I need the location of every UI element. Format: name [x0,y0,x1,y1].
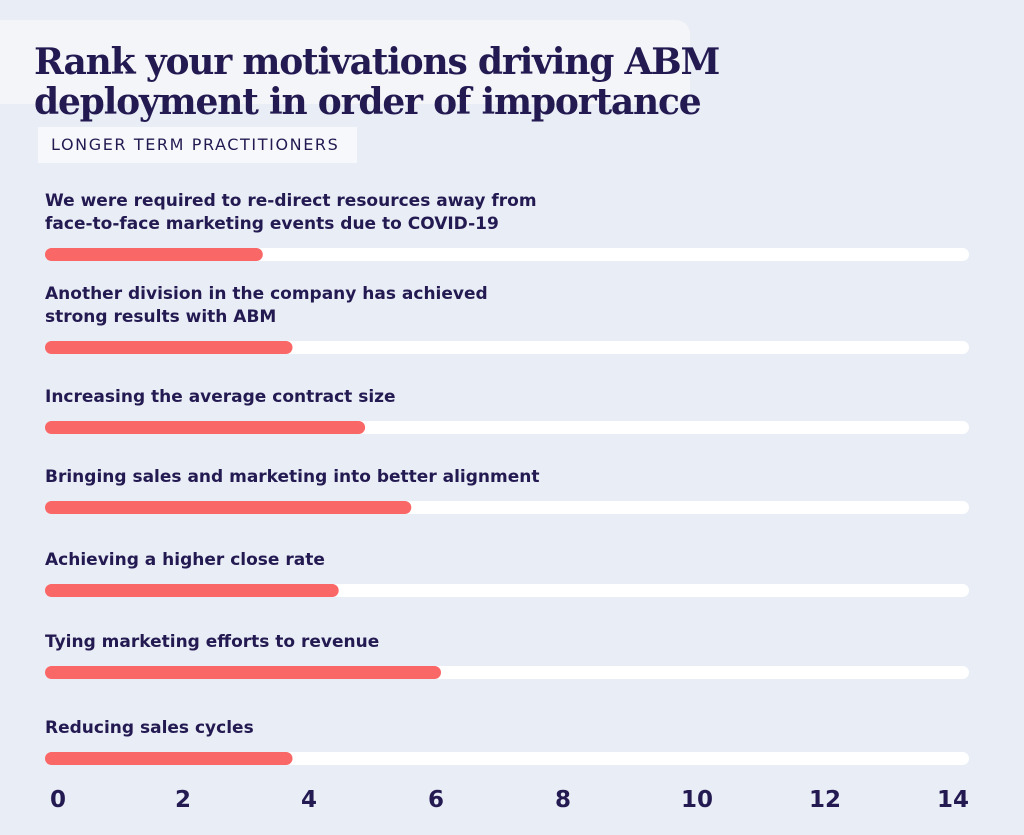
bar [45,421,366,434]
bar-track [45,248,969,261]
chart-title: Rank your motivations driving ABM deploy… [34,41,720,123]
x-tick-label: 14 [936,787,969,813]
category-label: Reducing sales cycles [45,717,254,740]
bar [45,584,339,597]
category-label-line: Another division in the company has achi… [45,284,488,304]
x-tick-label: 12 [808,787,841,813]
category-label-line: strong results with ABM [45,307,277,327]
chart-title-line-2: deployment in order of importance [34,81,702,123]
chart-title-line-1: Rank your motivations driving ABM [34,41,720,83]
x-tick-label: 6 [427,787,444,813]
category-label-line: Achieving a higher close rate [45,550,325,570]
x-tick-label: 4 [300,787,317,813]
category-label: Increasing the average contract size [45,386,396,409]
category-label-line: face-to-face marketing events due to COV… [45,214,499,234]
category-label-line: Reducing sales cycles [45,718,254,738]
x-tick-label: 2 [174,787,191,813]
x-tick-label: 0 [49,787,66,813]
category-label: Another division in the company has achi… [45,283,488,329]
category-label-line: Tying marketing efforts to revenue [45,632,380,652]
category-label: Tying marketing efforts to revenue [45,631,379,654]
category-label: We were required to re-direct resources … [45,190,537,236]
bar [45,666,441,679]
bar [45,752,293,765]
title-banner: Rank your motivations driving ABM deploy… [0,20,720,122]
category-label-line: Increasing the average contract size [45,387,396,407]
bar [45,501,412,514]
category-label-line: Bringing sales and marketing into better… [45,467,540,487]
x-tick-label: 8 [554,787,571,813]
bar [45,341,293,354]
x-tick-label: 10 [680,787,713,813]
chart-subtitle: LONGER TERM PRACTITIONERS [38,127,358,163]
category-label: Achieving a higher close rate [45,549,325,572]
category-label: Bringing sales and marketing into better… [45,466,540,489]
category-label-line: We were required to re-direct resources … [45,191,537,211]
bar [45,248,263,261]
